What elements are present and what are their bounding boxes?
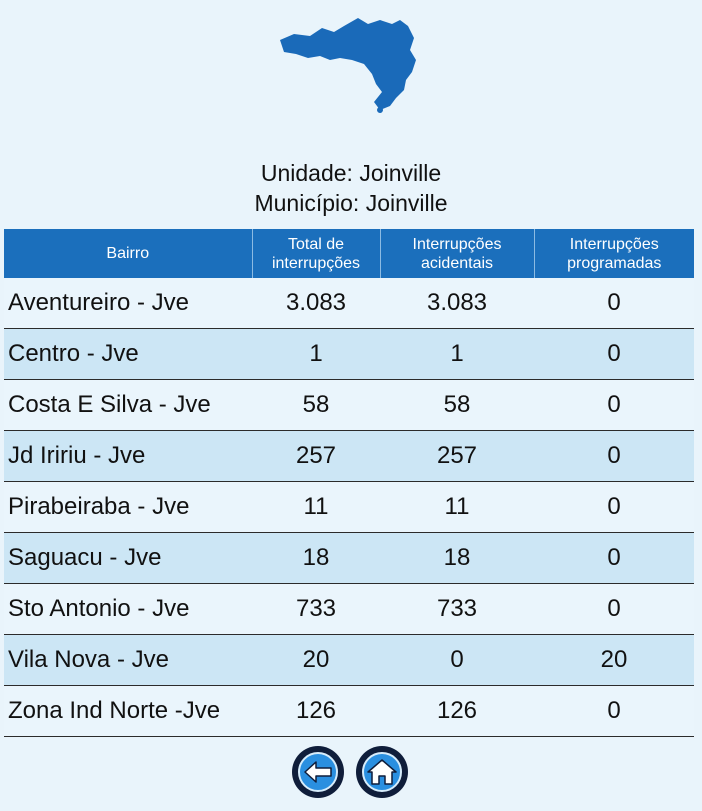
table-row[interactable]: Centro - Jve 1 1 0 <box>4 328 694 380</box>
cell-bairro: Pirabeiraba - Jve <box>4 481 252 533</box>
cell-bairro: Jd Iririu - Jve <box>4 430 252 482</box>
cell-total: 3.083 <box>252 278 380 329</box>
back-arrow-icon <box>298 752 338 792</box>
table-row[interactable]: Vila Nova - Jve 20 0 20 <box>4 634 694 686</box>
cell-bairro: Vila Nova - Jve <box>4 634 252 686</box>
column-header-programadas: Interrupções programadas <box>533 229 694 278</box>
home-icon <box>362 752 402 792</box>
municipality-label: Município: Joinville <box>254 190 448 216</box>
column-header-bairro: Bairro <box>4 229 252 278</box>
table-row[interactable]: Sto Antonio - Jve 733 733 0 <box>4 583 694 635</box>
table-header-row: Bairro Total de interrupções Interrupçõe… <box>4 229 694 278</box>
cell-programadas: 0 <box>534 685 694 737</box>
cell-programadas: 20 <box>534 634 694 686</box>
cell-programadas: 0 <box>534 532 694 584</box>
table-row[interactable]: Saguacu - Jve 18 18 0 <box>4 532 694 584</box>
cell-programadas: 0 <box>534 430 694 482</box>
table-row[interactable]: Zona Ind Norte -Jve 126 126 0 <box>4 685 694 737</box>
cell-bairro: Sto Antonio - Jve <box>4 583 252 635</box>
cell-acidentais: 0 <box>380 634 534 686</box>
cell-bairro: Costa E Silva - Jve <box>4 379 252 431</box>
table-row[interactable]: Jd Iririu - Jve 257 257 0 <box>4 430 694 482</box>
santa-catarina-map-icon <box>276 14 426 114</box>
cell-programadas: 0 <box>534 328 694 380</box>
cell-bairro: Saguacu - Jve <box>4 532 252 584</box>
cell-acidentais: 3.083 <box>380 278 534 329</box>
table-row[interactable]: Costa E Silva - Jve 58 58 0 <box>4 379 694 431</box>
cell-acidentais: 733 <box>380 583 534 635</box>
column-header-total: Total de interrupções <box>251 229 380 278</box>
cell-programadas: 0 <box>534 278 694 329</box>
cell-total: 257 <box>252 430 380 482</box>
cell-total: 20 <box>252 634 380 686</box>
interruptions-table: Bairro Total de interrupções Interrupçõe… <box>4 229 694 737</box>
cell-acidentais: 257 <box>380 430 534 482</box>
cell-total: 1 <box>252 328 380 380</box>
cell-acidentais: 11 <box>380 481 534 533</box>
cell-acidentais: 126 <box>380 685 534 737</box>
table-row[interactable]: Pirabeiraba - Jve 11 11 0 <box>4 481 694 533</box>
home-button[interactable] <box>356 746 408 798</box>
unit-label: Unidade: Joinville <box>260 160 442 186</box>
cell-programadas: 0 <box>534 379 694 431</box>
cell-bairro: Aventureiro - Jve <box>4 278 252 329</box>
cell-programadas: 0 <box>534 481 694 533</box>
cell-total: 18 <box>252 532 380 584</box>
table-row[interactable]: Aventureiro - Jve 3.083 3.083 0 <box>4 278 694 329</box>
cell-acidentais: 58 <box>380 379 534 431</box>
cell-total: 126 <box>252 685 380 737</box>
column-header-acidentais: Interrupções acidentais <box>379 229 534 278</box>
cell-bairro: Zona Ind Norte -Jve <box>4 685 252 737</box>
cell-total: 11 <box>252 481 380 533</box>
cell-acidentais: 1 <box>380 328 534 380</box>
cell-total: 733 <box>252 583 380 635</box>
cell-bairro: Centro - Jve <box>4 328 252 380</box>
cell-programadas: 0 <box>534 583 694 635</box>
back-button[interactable] <box>292 746 344 798</box>
cell-acidentais: 18 <box>380 532 534 584</box>
cell-total: 58 <box>252 379 380 431</box>
